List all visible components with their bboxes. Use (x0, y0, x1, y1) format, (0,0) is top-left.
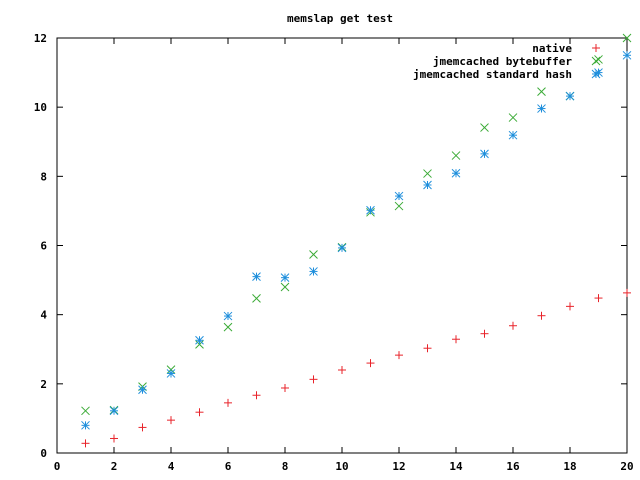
data-point (423, 180, 432, 190)
data-series (81, 33, 632, 448)
data-point (565, 91, 575, 101)
data-point (509, 321, 517, 330)
data-point (623, 288, 631, 297)
data-point (309, 250, 318, 259)
y-tick-label: 0 (40, 447, 47, 460)
legend-marker (592, 44, 600, 52)
data-point (594, 294, 603, 303)
legend-label: native (532, 42, 572, 55)
series-jmemcached-bytebuffer (81, 33, 632, 416)
x-tick-label: 20 (620, 460, 633, 473)
y-tick-label: 10 (34, 101, 47, 114)
x-tick-label: 2 (111, 460, 118, 473)
data-point (81, 420, 90, 430)
y-tick-label: 6 (40, 240, 47, 253)
data-point (451, 168, 461, 178)
data-point (166, 369, 176, 378)
x-tick-label: 4 (168, 460, 175, 473)
data-point (480, 329, 489, 338)
y-tick-label: 8 (40, 170, 47, 183)
legend-label: jmemcached bytebuffer (433, 55, 572, 68)
data-point (224, 398, 232, 407)
data-point (110, 434, 118, 443)
y-axis: 0 2 4 6 8 10 12 (34, 32, 627, 460)
data-point (280, 282, 290, 292)
data-point (252, 391, 261, 400)
data-point (622, 33, 632, 43)
data-point (195, 335, 204, 345)
data-point (508, 130, 518, 140)
y-tick-label: 2 (40, 378, 47, 391)
data-point (252, 294, 261, 303)
data-point (138, 385, 147, 395)
legend-label: jmemcached standard hash (413, 68, 572, 81)
data-point (167, 416, 175, 425)
data-point (423, 169, 432, 178)
legend-marker (591, 56, 601, 66)
chart-title: memslap get test (287, 12, 393, 25)
x-tick-label: 0 (54, 460, 61, 473)
data-point (537, 311, 546, 320)
x-tick-label: 14 (449, 460, 463, 473)
series-native (81, 288, 631, 448)
x-tick-label: 6 (225, 460, 232, 473)
data-point (309, 267, 318, 276)
data-point (566, 302, 574, 311)
data-point (452, 335, 460, 344)
y-tick-label: 4 (40, 309, 47, 322)
data-point (338, 366, 346, 374)
x-tick-label: 18 (563, 460, 576, 473)
x-axis: 0 2 4 6 8 10 12 14 16 18 20 (54, 38, 634, 473)
data-point (195, 408, 204, 417)
data-point (281, 383, 289, 392)
data-point (366, 359, 375, 368)
data-point (109, 406, 119, 416)
data-point (423, 344, 432, 353)
data-point (309, 375, 318, 384)
x-tick-label: 8 (282, 460, 289, 473)
legend-marker (591, 69, 601, 79)
data-point (195, 340, 204, 349)
data-point (223, 311, 233, 321)
data-point (480, 149, 489, 159)
data-point (252, 272, 261, 281)
series-jmemcached-standard-hash (81, 50, 632, 430)
data-point (594, 55, 603, 64)
data-point (480, 123, 489, 132)
x-tick-label: 16 (506, 460, 520, 473)
data-point (366, 205, 375, 215)
y-tick-label: 12 (34, 32, 47, 45)
data-point (81, 406, 90, 416)
data-point (81, 439, 90, 448)
data-point (138, 423, 147, 432)
data-point (223, 322, 233, 332)
data-point (622, 50, 632, 60)
data-point (280, 273, 290, 283)
data-point (537, 87, 546, 96)
x-tick-label: 12 (392, 460, 405, 473)
data-point (337, 243, 347, 253)
data-point (537, 104, 546, 113)
data-point (451, 151, 461, 160)
x-tick-label: 10 (335, 460, 348, 473)
data-point (394, 191, 404, 201)
data-point (394, 201, 404, 211)
data-point (508, 113, 518, 122)
data-point (395, 351, 403, 360)
